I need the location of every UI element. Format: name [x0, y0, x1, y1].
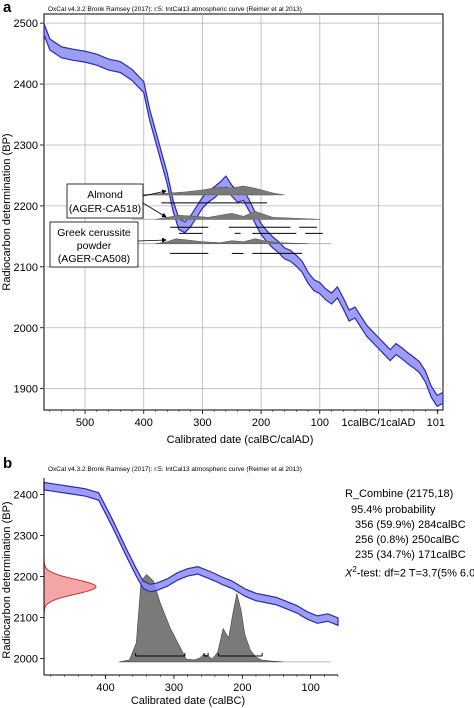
panel-a-y-tick-label: 2000	[14, 323, 38, 335]
panel-b-calibration-curve	[43, 481, 339, 627]
panel-b-header: OxCal v4.3.2 Bronk Ramsey (2017): r:5: I…	[48, 466, 302, 473]
panel-b-y-tick-label: 2000	[14, 654, 38, 666]
panel-a-header: OxCal v4.3.2 Bronk Ramsey (2017): r:5: I…	[48, 6, 302, 13]
callout-cerussite-line-1: Greek cerussite	[57, 227, 131, 239]
panel-b-x-tick-label: 400	[96, 682, 114, 694]
summary-title: R_Combine (2175,18)	[345, 488, 454, 500]
summary-range-1: 356 (59.9%) 284calBC	[355, 519, 466, 531]
panel-a-x-tick-label: 400	[135, 417, 153, 429]
panel-a-x-tick-label: 101	[427, 417, 445, 429]
panel-label-a: a	[3, 0, 12, 16]
panel-b-probability-ranges	[135, 653, 263, 657]
panel-b-y-axis-label: Radiocarbon determination (BP)	[1, 501, 13, 658]
panel-label-b: b	[3, 455, 13, 472]
summary-probability-header: 95.4% probability	[351, 504, 436, 516]
panel-b-dist-shape	[119, 574, 284, 663]
panel-a-y-tick-label: 2200	[14, 201, 38, 213]
panel-b-x-tick-label: 100	[301, 682, 319, 694]
panel-a-x-tick-label: 100	[311, 417, 329, 429]
panel-b-y-tick-label: 2100	[14, 613, 38, 625]
callout-almond: Almond (AGER-CA518)	[66, 183, 167, 219]
panel-a-x-tick-label: 200	[252, 417, 270, 429]
callout-almond-line-1: Almond	[87, 189, 123, 201]
panel-a-axes: 500 400 300 200 100 1calBC/1calAD 101 2500 2400 2…	[14, 18, 445, 429]
panel-b-y-tick-label: 2200	[14, 572, 38, 584]
callout-greek-cerussite: Greek cerussite powder (AGER-CA508)	[49, 221, 167, 268]
panel-a-y-tick-label: 2300	[14, 140, 38, 152]
panel-a-y-axis-label: Radiocarbon determination (BP)	[1, 133, 13, 290]
panel-b-y-tick-label: 2400	[14, 489, 38, 501]
panel-a-chart: OxCal v4.3.2 Bronk Ramsey (2017): r:5: I…	[1, 6, 445, 446]
panel-b-calibrated-distribution	[119, 574, 332, 663]
panel-a-dist-shape	[137, 185, 285, 196]
panel-b-chart: OxCal v4.3.2 Bronk Ramsey (2017): r:5: I…	[1, 466, 339, 707]
panel-b-x-axis-label: Calibrated date (calBC)	[131, 695, 245, 707]
panel-a-x-tick-label: 1calBC/1calAD	[341, 417, 415, 429]
panel-b-measurement-gaussian	[43, 556, 97, 617]
summary-range-2: 256 (0.8%) 250calBC	[355, 534, 460, 546]
panel-b-y-tick-label: 2300	[14, 530, 38, 542]
panel-b-x-tick-label: 200	[233, 682, 251, 694]
panel-a-dist-shape	[155, 211, 320, 220]
panel-a-y-tick-label: 2100	[14, 262, 38, 274]
panel-a-y-tick-label: 1900	[14, 384, 38, 396]
panel-b-curve-band	[43, 481, 339, 627]
panel-a-x-tick-label: 500	[76, 417, 94, 429]
panel-a-y-tick-label: 2400	[14, 79, 38, 91]
summary-range-3: 235 (34.7%) 171calBC	[355, 549, 466, 561]
chi-exponent: 2	[352, 565, 357, 574]
callout-cerussite-line-2: powder	[77, 240, 112, 252]
summary-chi-square-test: X2-test: df=2 T=3.7(5% 6.0)	[345, 565, 474, 580]
callout-cerussite-line-3: (AGER-CA508)	[58, 253, 130, 265]
panel-b-radiocarbon-measurement	[43, 556, 97, 617]
callout-almond-line-2: (AGER-CA518)	[69, 203, 141, 215]
panel-a-y-tick-label: 2500	[14, 18, 38, 30]
panel-b-axes: 400 300 200 100 2400 2300 2200 2100 2000	[14, 478, 339, 694]
panel-a-grid	[44, 14, 443, 410]
panel-a-x-axis-label: Calibrated date (calBC/calAD)	[167, 434, 314, 446]
panel-a-posterior-distributions	[126, 185, 332, 254]
panel-a-x-tick-label: 300	[193, 417, 211, 429]
chi-test-text: -test: df=2 T=3.7(5% 6.0)	[356, 567, 474, 580]
panel-b-x-tick-label: 300	[165, 682, 183, 694]
chi-symbol: X	[345, 567, 353, 580]
panel-a-dist-shape	[155, 238, 309, 244]
